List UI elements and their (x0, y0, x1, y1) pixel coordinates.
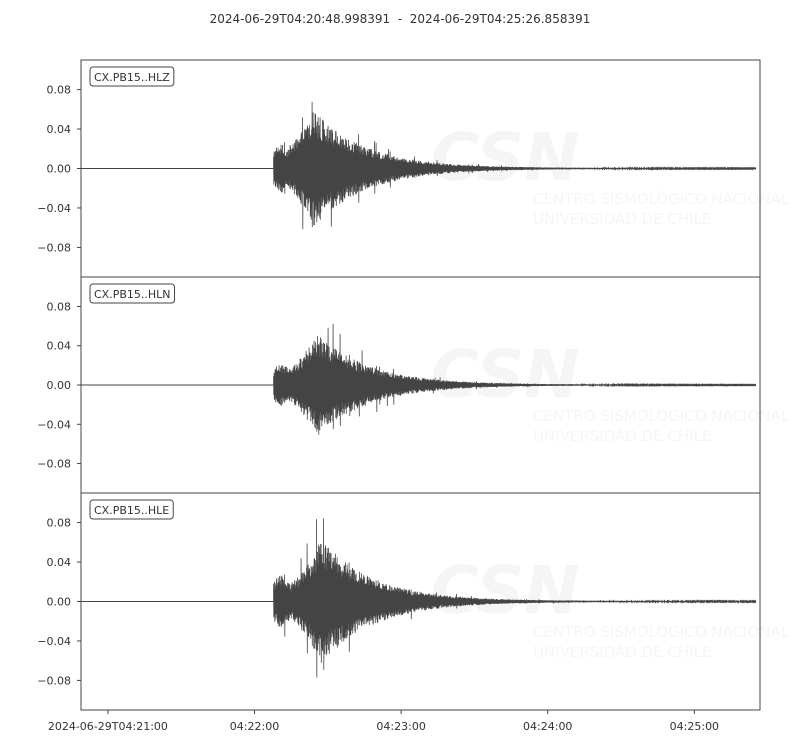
y-tick-label: −0.04 (37, 202, 71, 215)
y-tick-label: 0.04 (47, 123, 72, 136)
x-tick-label: 04:24:00 (523, 720, 572, 733)
panel-2: CSNCENTRO SISMOLÓGICO NACIONAL UNIVERSIDA… (37, 276, 790, 494)
waveform-line (81, 518, 757, 678)
watermark-line-2: UNIVERSIDAD DE CHILE (533, 210, 711, 228)
waveform-line (81, 101, 757, 230)
watermark-line-2: UNIVERSIDAD DE CHILE (533, 427, 711, 445)
y-tick-label: 0.00 (47, 379, 72, 392)
channel-label: CX.PB15..HLN (94, 288, 171, 301)
y-tick-label: −0.08 (37, 241, 71, 254)
channel-label-box (89, 499, 174, 520)
watermark-line-1: CENTRO SISMOLÓGICO NACIONAL (533, 189, 790, 208)
y-tick-label: 0.08 (47, 517, 72, 530)
y-tick-label: −0.04 (37, 418, 71, 431)
x-tick-label: 04:23:00 (376, 720, 425, 733)
watermark-logo: CSN (431, 552, 580, 629)
y-tick-label: 0.08 (47, 300, 72, 313)
waveform-line (81, 323, 757, 435)
x-tick-label: 04:22:00 (230, 720, 279, 733)
watermark-line-1: CENTRO SISMOLÓGICO NACIONAL (533, 622, 790, 641)
watermark-logo: CSN (431, 119, 580, 196)
channel-label-box (89, 283, 176, 304)
x-axis: 2024-06-29T04:21:00 04:22:00 04:23:00 04:24… (48, 710, 719, 733)
y-tick-label: 0.08 (47, 84, 72, 97)
y-tick-label: 0.00 (47, 163, 72, 176)
y-tick-label: −0.08 (37, 674, 71, 687)
x-tick-label: 2024-06-29T04:21:00 (48, 720, 168, 733)
watermark-logo: CSN (431, 336, 580, 413)
y-tick-label: 0.04 (47, 340, 72, 353)
y-tick-label: −0.04 (37, 635, 71, 648)
y-tick-label: −0.08 (37, 458, 71, 471)
channel-label-box (89, 66, 175, 87)
panel-3: CSNCENTRO SISMOLÓGICO NACIONAL UNIVERSIDA… (37, 492, 790, 711)
chart-title: 2024-06-29T04:20:48.998391 - 2024-06-29T… (209, 12, 591, 26)
watermark-line-1: CENTRO SISMOLÓGICO NACIONAL (533, 406, 790, 425)
y-tick-label: 0.04 (47, 556, 72, 569)
watermark-line-2: UNIVERSIDAD DE CHILE (533, 643, 711, 661)
panel-1: CSNCENTRO SISMOLÓGICO NACIONAL UNIVERSIDA… (37, 59, 790, 278)
y-tick-label: 0.00 (47, 596, 72, 609)
channel-label: CX.PB15..HLZ (94, 71, 170, 84)
channel-label: CX.PB15..HLE (94, 504, 169, 517)
x-tick-label: 04:25:00 (670, 720, 719, 733)
